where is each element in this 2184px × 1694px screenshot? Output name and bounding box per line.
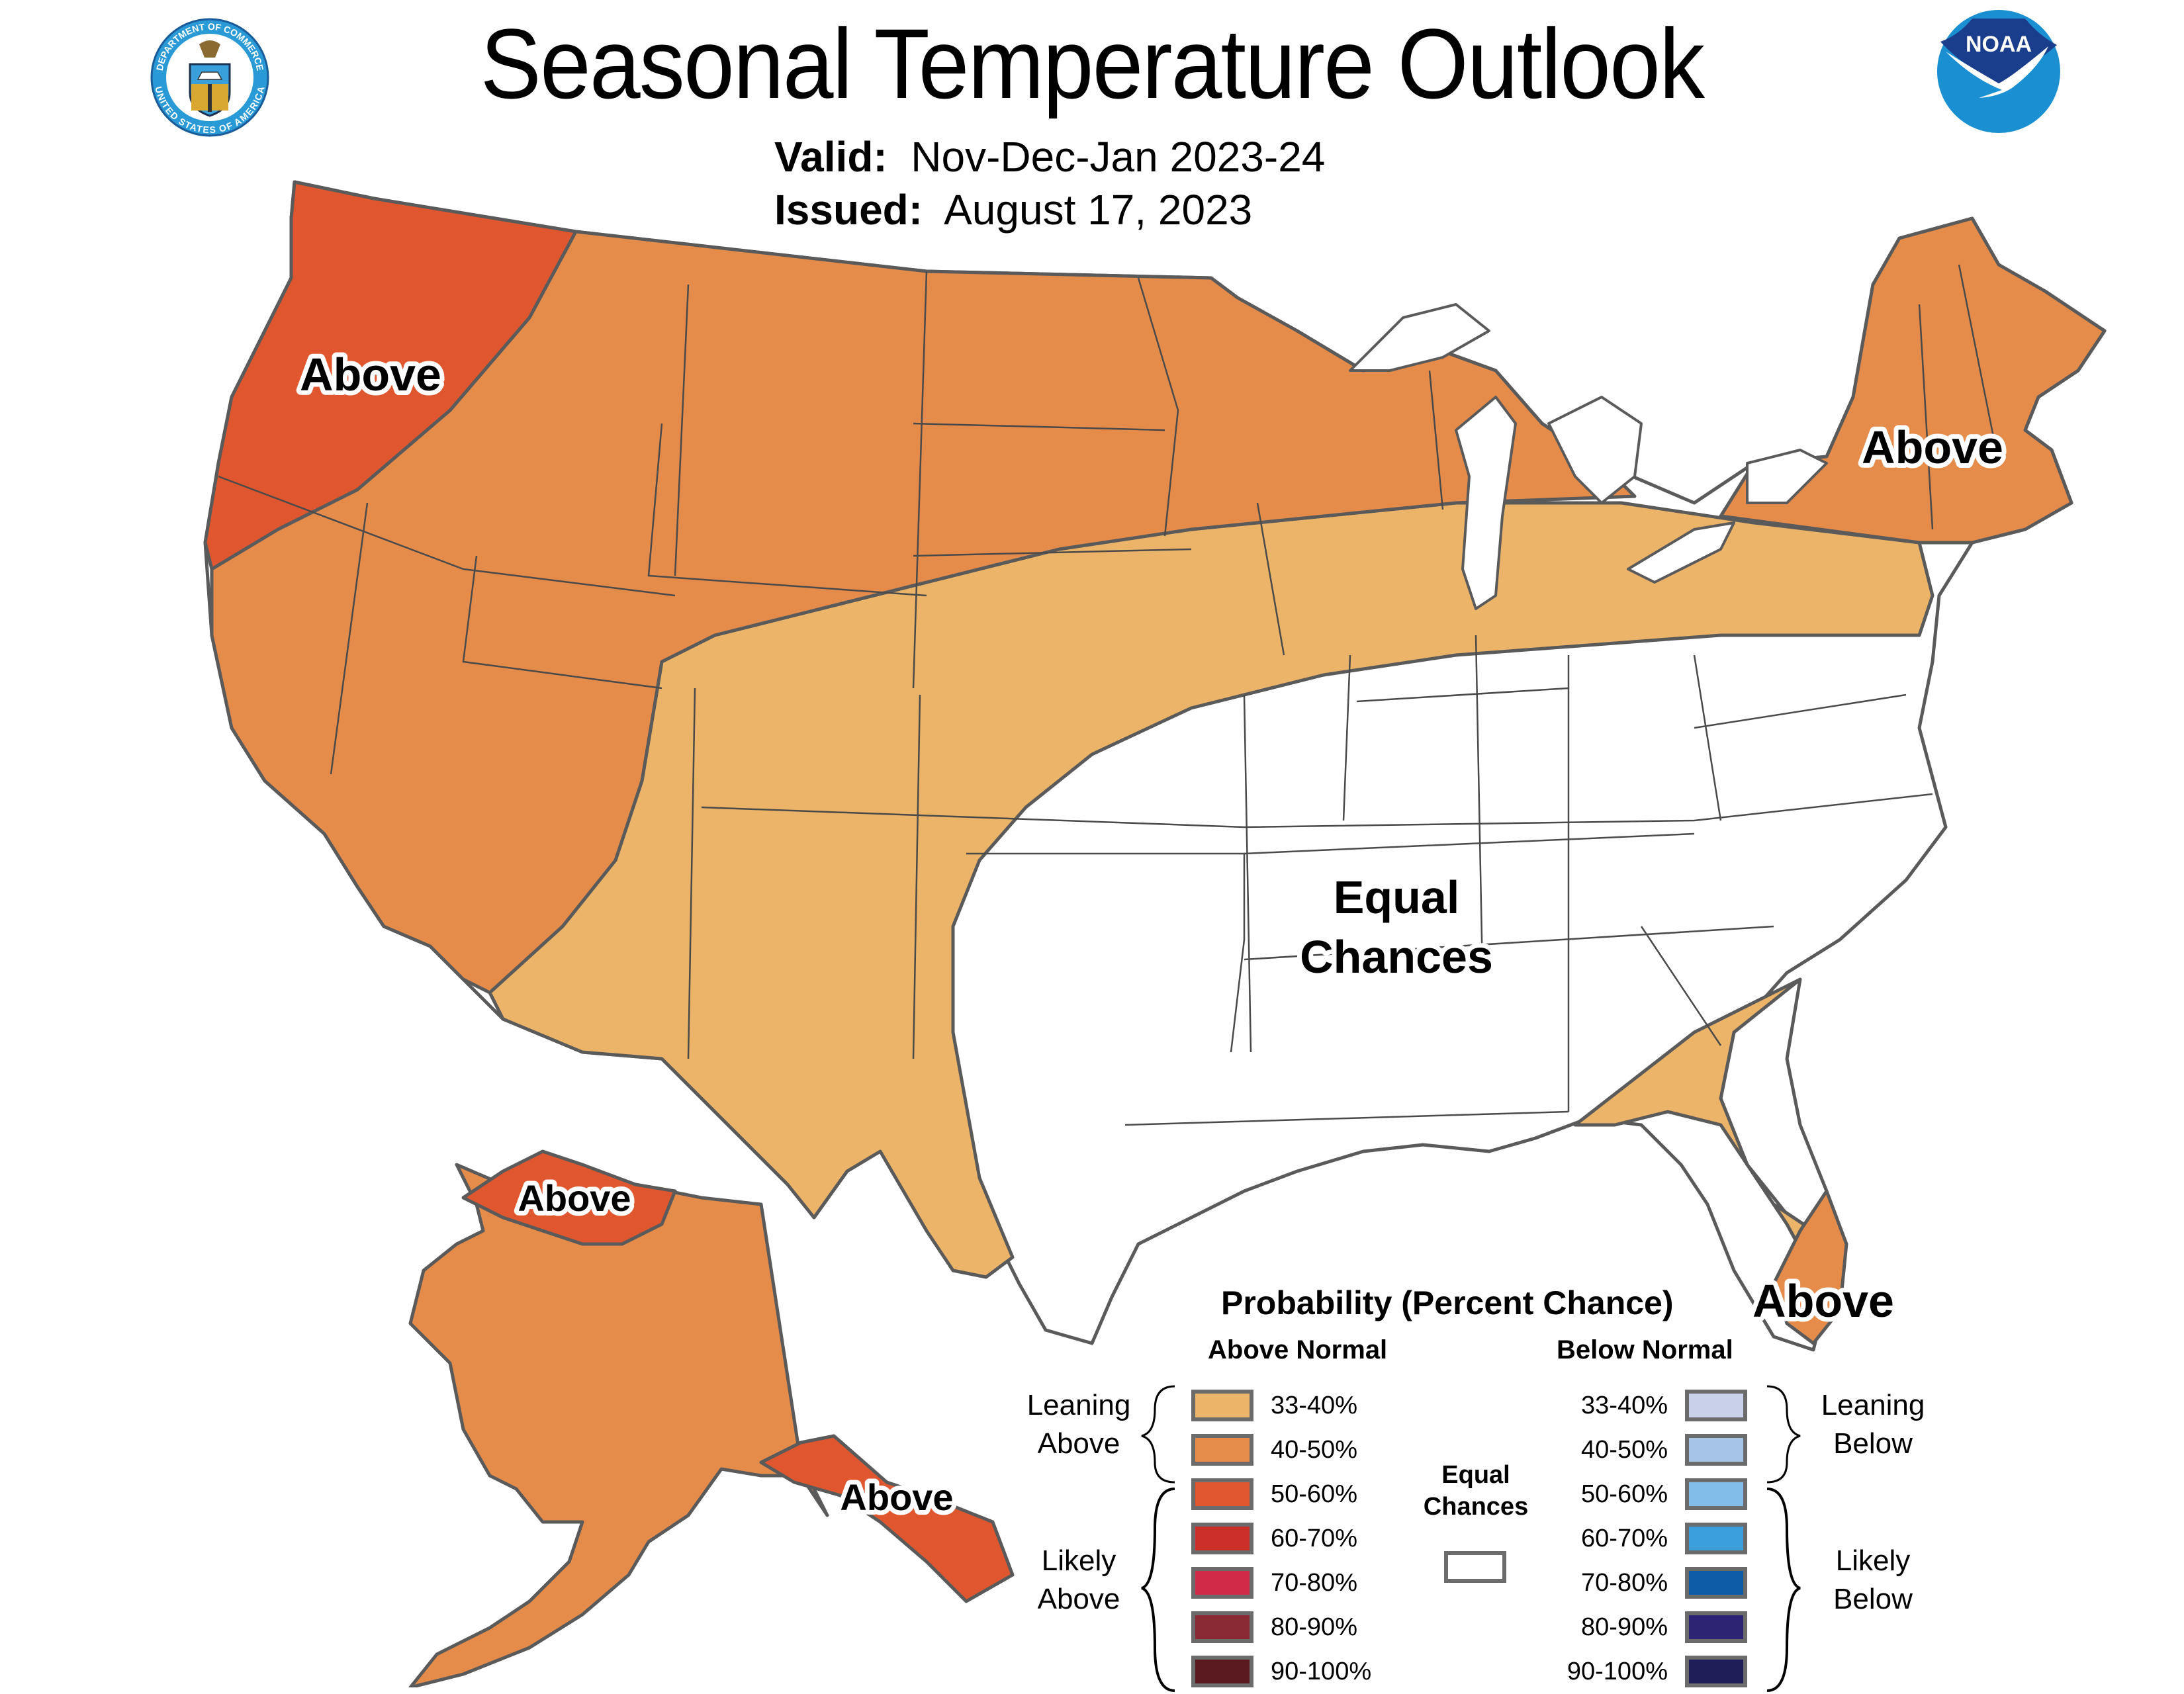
valid-period: Valid: Nov-Dec-Jan 2023-24 bbox=[774, 132, 1325, 181]
valid-label: Valid: bbox=[774, 133, 887, 181]
label-alaska-southeast-above: Above bbox=[840, 1476, 953, 1518]
issued-label: Issued: bbox=[774, 186, 923, 234]
region-pacific-northwest[interactable] bbox=[203, 180, 578, 571]
legend-below-item: 90-100% bbox=[1549, 1654, 1747, 1689]
legend-range-label: 70-80% bbox=[1271, 1568, 1357, 1597]
legend-swatch bbox=[1191, 1567, 1253, 1599]
legend-range-label: 33-40% bbox=[1271, 1391, 1357, 1419]
legend-swatch bbox=[1685, 1523, 1747, 1554]
state-boundaries bbox=[218, 264, 2000, 1126]
legend-above-item: 50-60% bbox=[1191, 1477, 1357, 1511]
legend-swatch bbox=[1685, 1390, 1747, 1421]
legend-range-label: 80-90% bbox=[1581, 1613, 1668, 1641]
legend-above-header: Above Normal bbox=[1208, 1335, 1388, 1364]
leaning-above-label: Leaning Above bbox=[1013, 1386, 1145, 1463]
legend-above-item: 90-100% bbox=[1191, 1654, 1371, 1689]
leaning-above-line2: Above bbox=[1037, 1427, 1120, 1460]
likely-above-label: Likely Above bbox=[1013, 1542, 1145, 1619]
noaa-logo-icon: NOAA bbox=[1937, 10, 2060, 133]
legend-above-item: 80-90% bbox=[1191, 1610, 1357, 1644]
legend-range-label: 60-70% bbox=[1271, 1524, 1357, 1552]
legend-swatch bbox=[1191, 1478, 1253, 1510]
legend-swatch bbox=[1685, 1434, 1747, 1466]
legend-below-item: 80-90% bbox=[1549, 1610, 1747, 1644]
legend-range-label: 70-80% bbox=[1581, 1568, 1668, 1597]
region-alaska-southeast[interactable] bbox=[759, 1434, 1015, 1603]
legend-range-label: 33-40% bbox=[1581, 1391, 1668, 1419]
legend-range-label: 60-70% bbox=[1581, 1524, 1668, 1552]
legend-above-item: 33-40% bbox=[1191, 1388, 1357, 1423]
legend-below-item: 60-70% bbox=[1549, 1521, 1747, 1556]
leaning-above-line1: Leaning bbox=[1026, 1389, 1131, 1421]
great-lakes bbox=[1349, 303, 1828, 610]
department-of-commerce-seal-icon: DEPARTMENT OF COMMERCE UNITED STATES OF … bbox=[150, 18, 269, 137]
likely-above-line1: Likely bbox=[1041, 1544, 1116, 1577]
legend-range-label: 40-50% bbox=[1581, 1435, 1668, 1464]
likely-below-line1: Likely bbox=[1835, 1544, 1911, 1577]
region-south-florida[interactable] bbox=[1772, 1189, 1848, 1345]
equal-chances-line2: Chances bbox=[1423, 1493, 1529, 1521]
page-title: Seasonal Temperature Outlook bbox=[480, 8, 1705, 119]
legend-above-item: 60-70% bbox=[1191, 1521, 1357, 1556]
issued-date: Issued: August 17, 2023 bbox=[774, 185, 1252, 234]
likely-above-line2: Above bbox=[1037, 1583, 1120, 1615]
valid-value: Nov-Dec-Jan 2023-24 bbox=[911, 133, 1326, 181]
legend-range-label: 90-100% bbox=[1567, 1657, 1668, 1685]
legend-swatch bbox=[1685, 1567, 1747, 1599]
legend-above-item: 40-50% bbox=[1191, 1433, 1357, 1467]
equal-chances-swatch bbox=[1444, 1551, 1506, 1583]
legend-title: Probability (Percent Chance) bbox=[1221, 1284, 1674, 1321]
legend-swatch bbox=[1191, 1390, 1253, 1421]
region-alaska-main[interactable] bbox=[408, 1163, 829, 1687]
legend-range-label: 50-60% bbox=[1271, 1480, 1357, 1508]
above-braces-icon bbox=[1141, 1385, 1175, 1692]
label-equal-chances-line1: Equal bbox=[1334, 871, 1460, 923]
equal-chances-label: Equal Chances bbox=[1410, 1459, 1542, 1523]
legend-below-item: 33-40% bbox=[1549, 1388, 1747, 1423]
legend-range-label: 50-60% bbox=[1581, 1480, 1668, 1508]
label-florida-above: Above bbox=[1752, 1275, 1894, 1327]
legend-swatch bbox=[1191, 1434, 1253, 1466]
label-pnw-above: Above bbox=[300, 349, 441, 400]
likely-below-line2: Below bbox=[1833, 1583, 1913, 1615]
legend-swatch bbox=[1191, 1611, 1253, 1643]
label-northeast-above: Above bbox=[1862, 422, 2003, 473]
legend-range-label: 40-50% bbox=[1271, 1435, 1357, 1464]
legend-range-label: 90-100% bbox=[1271, 1657, 1372, 1685]
legend-range-label: 80-90% bbox=[1271, 1613, 1357, 1641]
noaa-logo-text: NOAA bbox=[1966, 32, 2032, 57]
legend-below-item: 50-60% bbox=[1549, 1477, 1747, 1511]
issued-value: August 17, 2023 bbox=[944, 186, 1253, 234]
leaning-below-line2: Below bbox=[1833, 1427, 1913, 1460]
legend-above-item: 70-80% bbox=[1191, 1566, 1357, 1600]
likely-below-label: Likely Below bbox=[1800, 1542, 1946, 1619]
label-alaska-north-above: Above bbox=[518, 1177, 631, 1219]
below-braces-icon bbox=[1766, 1385, 1801, 1692]
legend-swatch bbox=[1685, 1611, 1747, 1643]
equal-chances-line1: Equal bbox=[1441, 1461, 1510, 1489]
label-equal-chances-line2: Chances bbox=[1300, 931, 1493, 983]
legend-swatch bbox=[1191, 1656, 1253, 1687]
leaning-below-line1: Leaning bbox=[1821, 1389, 1925, 1421]
legend-swatch bbox=[1191, 1523, 1253, 1554]
legend-below-item: 70-80% bbox=[1549, 1566, 1747, 1600]
legend-below-item: 40-50% bbox=[1549, 1433, 1747, 1467]
legend-below-header: Below Normal bbox=[1557, 1335, 1733, 1364]
legend-swatch bbox=[1685, 1478, 1747, 1510]
leaning-below-label: Leaning Below bbox=[1800, 1386, 1946, 1463]
legend-swatch bbox=[1685, 1656, 1747, 1687]
region-alaska-north-slope[interactable] bbox=[461, 1149, 677, 1246]
